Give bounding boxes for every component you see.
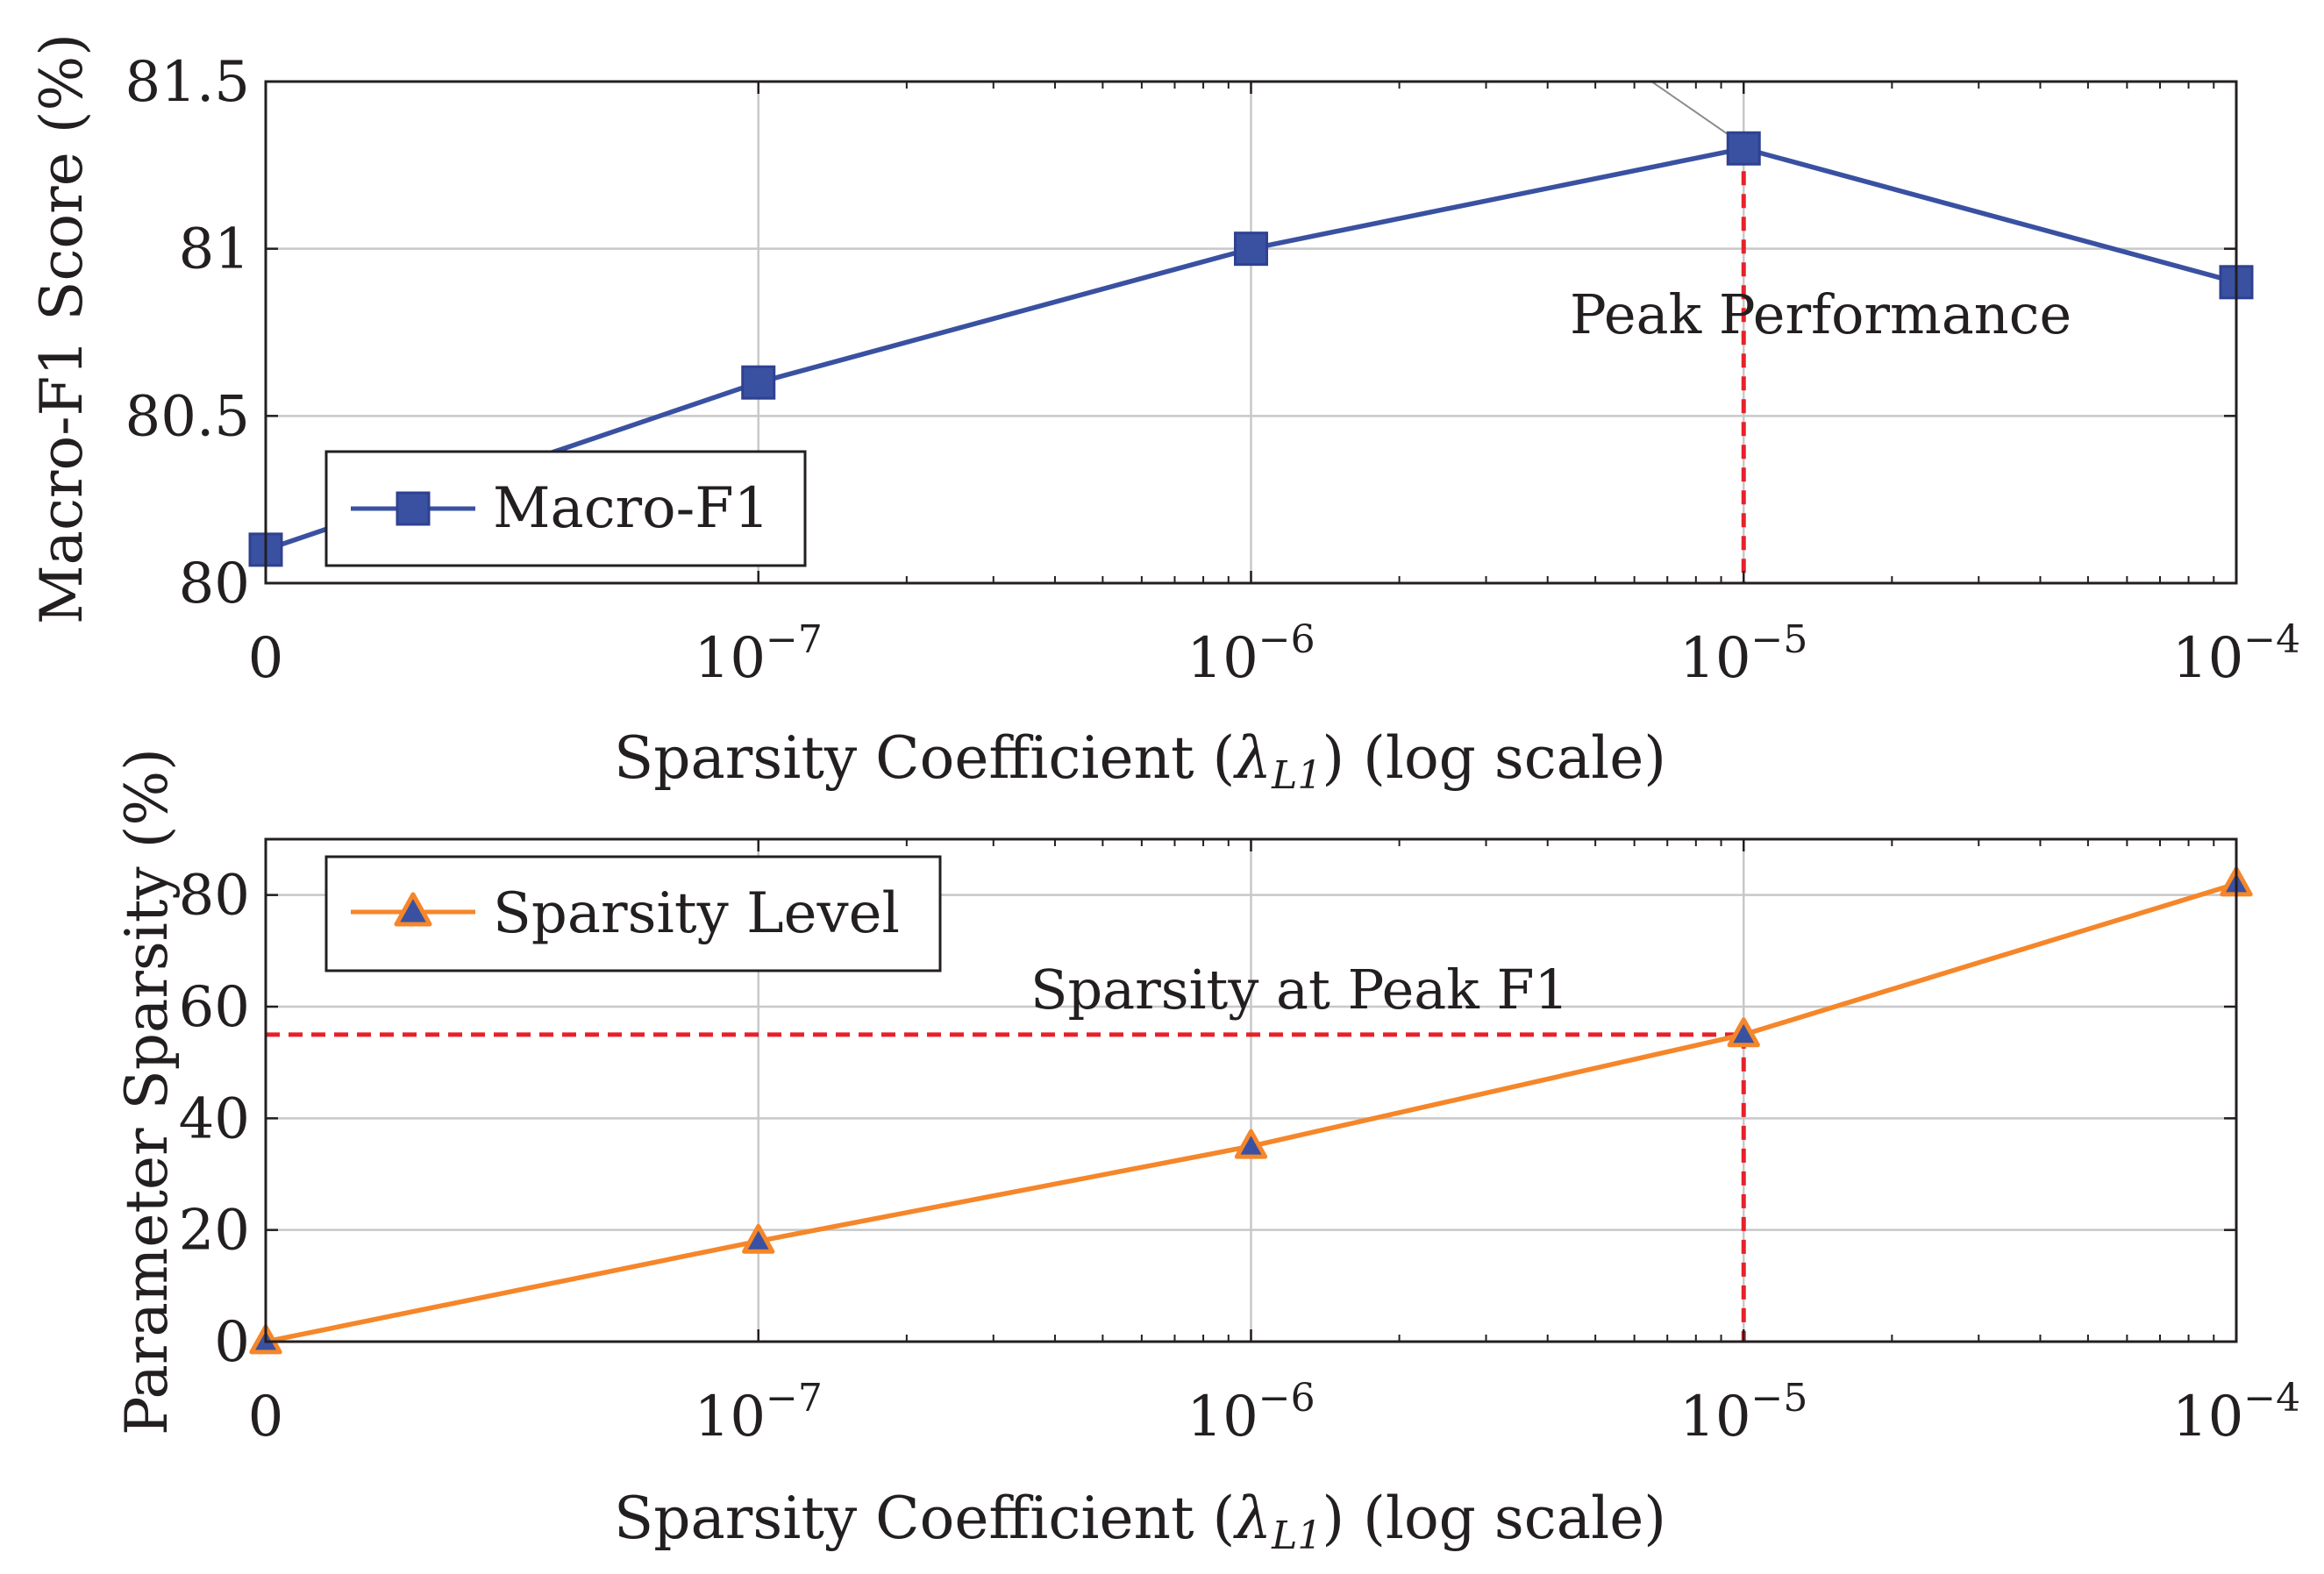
macro-f1-y-axis-label: Macro-F1 Score (%) <box>28 33 96 624</box>
macro-f1-x-tick-label: 10−7 <box>695 617 823 691</box>
sparsity-legend-marker <box>394 892 432 927</box>
macro-f1-data-point <box>1726 131 1761 166</box>
sparsity-y-tick-labels: 0 20 40 60 80 <box>179 864 250 1375</box>
sparsity-x-tick-label: 10−7 <box>695 1376 823 1449</box>
sparsity-x-tick-label: 0 <box>248 1385 284 1449</box>
sparsity-panel: 0 20 40 60 80 0 10−7 10−6 10−5 10−4 Parameter Sp… <box>113 748 2300 1558</box>
macro-f1-x-tick-label: 10−5 <box>1679 617 1807 691</box>
sparsity-x-tick-label: 10−4 <box>2172 1376 2300 1449</box>
peak-pointer-line <box>1650 81 1734 139</box>
macro-f1-plot-frame <box>264 80 2238 585</box>
sparsity-y-tick-label: 20 <box>179 1199 250 1264</box>
sparsity-legend-label: Sparsity Level <box>493 881 900 946</box>
macro-f1-y-tick-label: 80.5 <box>125 384 251 449</box>
sparsity-y-tick-label: 40 <box>179 1086 250 1151</box>
peak-performance-annotation: Peak Performance <box>1570 282 2071 346</box>
sparsity-data-point <box>1234 1129 1268 1159</box>
macro-f1-y-tick-label: 81.5 <box>125 50 251 115</box>
sparsity-y-tick-label: 0 <box>214 1310 250 1375</box>
sparsity-at-peak-annotation: Sparsity at Peak F1 <box>1030 958 1569 1022</box>
macro-f1-data-point <box>741 365 776 400</box>
macro-f1-x-tick-labels: 0 10−7 10−6 10−5 10−4 <box>248 617 2301 691</box>
macro-f1-legend-label: Macro-F1 <box>493 476 769 541</box>
sparsity-x-tick-labels: 0 10−7 10−6 10−5 10−4 <box>248 1376 2301 1449</box>
sparsity-legend: Sparsity Level <box>324 855 942 972</box>
macro-f1-y-tick-label: 80 <box>179 552 250 616</box>
macro-f1-y-tick-label: 81 <box>179 217 250 282</box>
peak-performance-guides <box>1650 81 1746 583</box>
macro-f1-y-tick-labels: 80 80.5 81 81.5 <box>125 50 251 616</box>
sparsity-at-peak-guides <box>266 1032 1746 1342</box>
sparsity-data-point <box>742 1223 775 1254</box>
sparsity-x-axis-label: Sparsity Coefficient (λL1) (log scale) <box>614 1485 1666 1558</box>
macro-f1-x-axis-label: Sparsity Coefficient (λL1) (log scale) <box>614 724 1666 798</box>
macro-f1-data-point <box>1234 231 1268 267</box>
sparsity-x-tick-label: 10−6 <box>1187 1376 1315 1449</box>
sparsity-data-point <box>1727 1017 1760 1048</box>
macro-f1-x-tick-label: 10−6 <box>1187 617 1315 691</box>
sparsity-plot-frame <box>264 837 2238 1343</box>
macro-f1-legend-marker <box>396 491 431 526</box>
sparsity-y-tick-label: 60 <box>179 975 250 1040</box>
macro-f1-x-tick-label: 10−4 <box>2172 617 2300 691</box>
macro-f1-legend: Macro-F1 <box>324 450 807 567</box>
sparsity-y-axis-label: Parameter Sparsity (%) <box>113 748 181 1435</box>
sparsity-x-tick-label: 10−5 <box>1679 1376 1807 1449</box>
sparsity-y-tick-label: 80 <box>179 864 250 929</box>
macro-f1-x-tick-label: 0 <box>248 626 284 691</box>
macro-f1-panel: 80 80.5 81 81.5 0 10−7 10−6 10−5 10−4 Macro-F1 … <box>28 33 2300 798</box>
